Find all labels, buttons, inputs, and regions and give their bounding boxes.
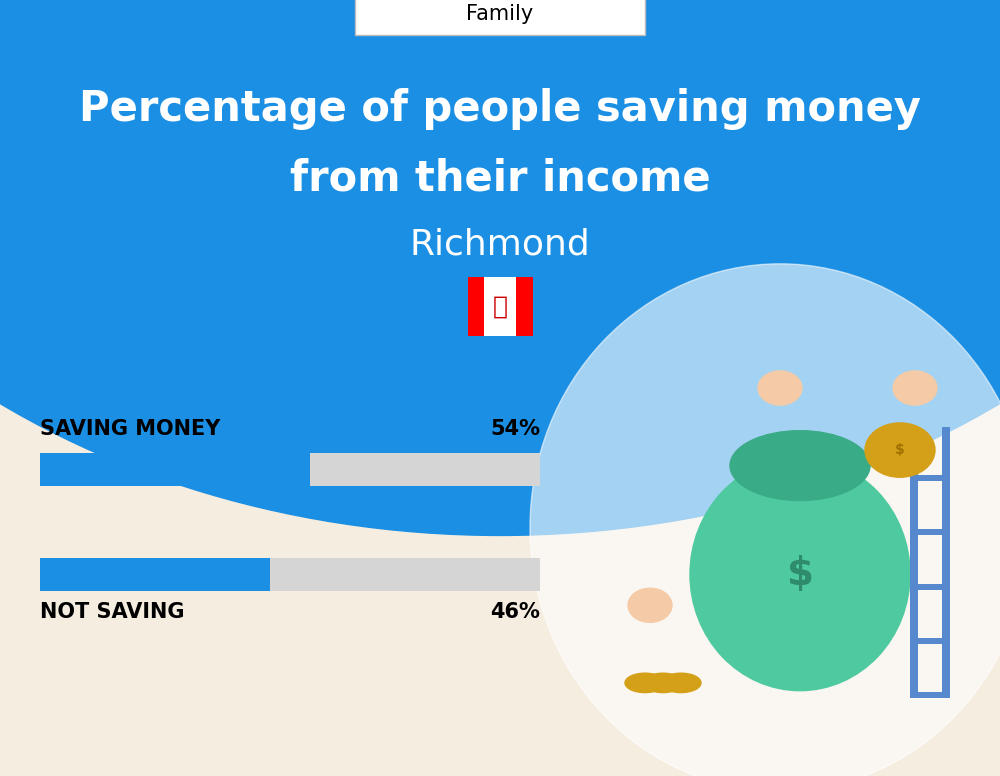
Circle shape — [893, 371, 937, 405]
Text: $: $ — [895, 443, 905, 457]
FancyBboxPatch shape — [40, 558, 270, 591]
Circle shape — [758, 371, 802, 405]
FancyBboxPatch shape — [910, 529, 950, 535]
FancyBboxPatch shape — [942, 427, 950, 698]
FancyBboxPatch shape — [910, 427, 918, 698]
FancyBboxPatch shape — [910, 475, 950, 481]
FancyBboxPatch shape — [468, 278, 484, 335]
Text: Family: Family — [466, 4, 534, 23]
Circle shape — [0, 0, 1000, 535]
FancyBboxPatch shape — [910, 584, 950, 590]
Text: $: $ — [786, 556, 814, 593]
Circle shape — [865, 423, 935, 477]
FancyBboxPatch shape — [910, 692, 950, 698]
Ellipse shape — [730, 431, 870, 501]
Text: Richmond: Richmond — [410, 227, 590, 262]
Text: 🍁: 🍁 — [492, 295, 508, 318]
Text: 54%: 54% — [490, 419, 540, 439]
FancyBboxPatch shape — [910, 638, 950, 644]
Circle shape — [628, 588, 672, 622]
Text: 46%: 46% — [490, 602, 540, 622]
Ellipse shape — [643, 674, 683, 693]
Ellipse shape — [690, 458, 910, 691]
Ellipse shape — [625, 674, 665, 693]
Text: Percentage of people saving money: Percentage of people saving money — [79, 88, 921, 130]
FancyBboxPatch shape — [468, 278, 532, 335]
FancyBboxPatch shape — [40, 453, 310, 486]
Text: NOT SAVING: NOT SAVING — [40, 602, 184, 622]
Text: from their income: from their income — [290, 158, 710, 199]
FancyBboxPatch shape — [310, 453, 540, 486]
FancyBboxPatch shape — [516, 278, 532, 335]
Text: SAVING MONEY: SAVING MONEY — [40, 419, 220, 439]
FancyBboxPatch shape — [355, 0, 645, 35]
Ellipse shape — [530, 264, 1000, 776]
Ellipse shape — [661, 674, 701, 693]
FancyBboxPatch shape — [270, 558, 540, 591]
